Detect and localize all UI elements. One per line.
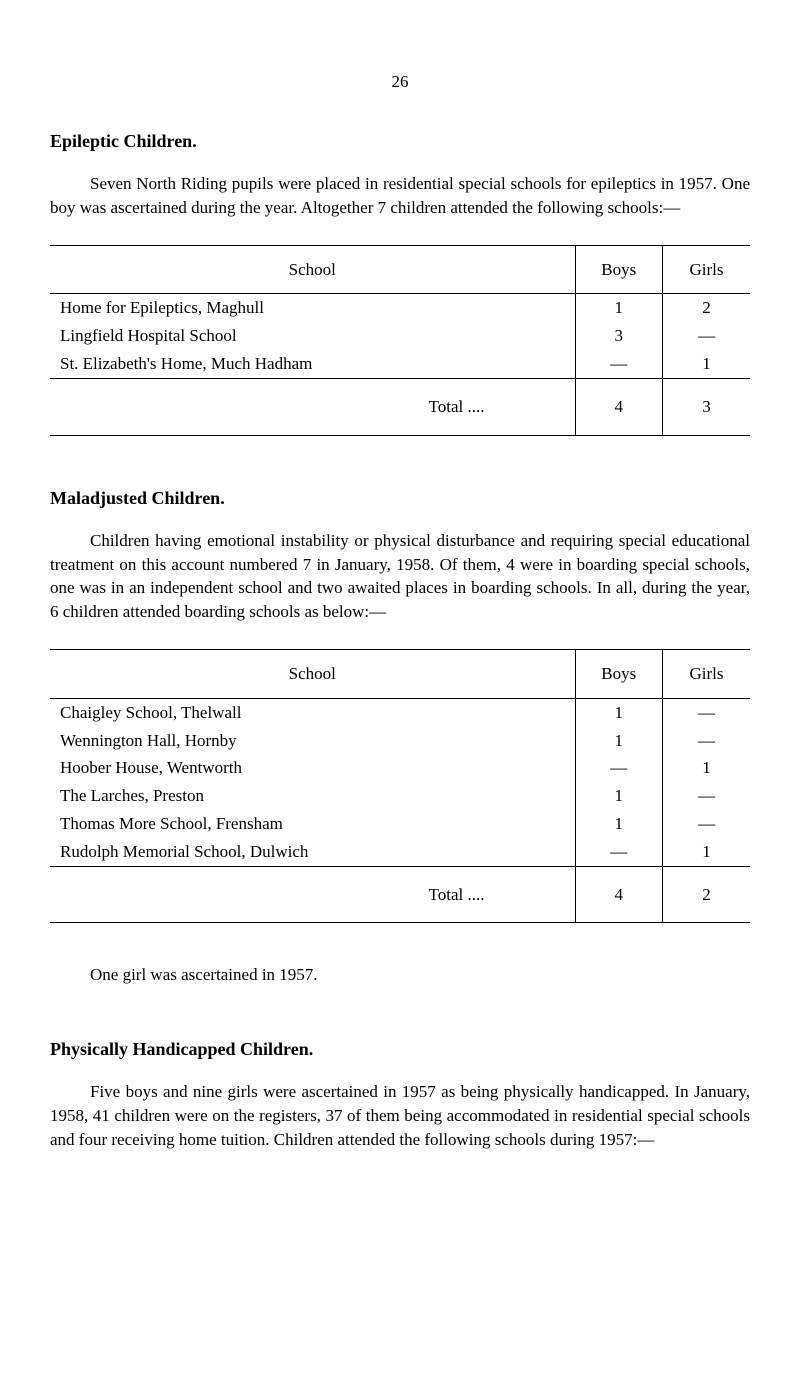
section-maladjusted: Maladjusted Children. Children having em… — [50, 486, 750, 988]
table-row: Hoober House, Wentworth — 1 — [50, 754, 750, 782]
cell-boys: 3 — [575, 322, 663, 350]
table-row: Lingfield Hospital School 3 — — [50, 322, 750, 350]
heading-maladjusted: Maladjusted Children. — [50, 486, 750, 511]
table-maladjusted: School Boys Girls Chaigley School, Thelw… — [50, 649, 750, 923]
cell-school: Lingfield Hospital School — [50, 322, 575, 350]
section-epileptic: Epileptic Children. Seven North Riding p… — [50, 129, 750, 436]
cell-school: St. Elizabeth's Home, Much Hadham — [50, 350, 575, 378]
cell-boys: 1 — [575, 810, 663, 838]
header-girls: Girls — [663, 649, 751, 698]
footnote-maladjusted: One girl was ascertained in 1957. — [50, 963, 750, 987]
header-boys: Boys — [575, 649, 663, 698]
cell-girls: — — [663, 727, 751, 755]
table-total-row: Total .... 4 3 — [50, 378, 750, 435]
cell-school: The Larches, Preston — [50, 782, 575, 810]
table-row: Home for Epileptics, Maghull 1 2 — [50, 294, 750, 322]
cell-school: Thomas More School, Frensham — [50, 810, 575, 838]
cell-girls: — — [663, 782, 751, 810]
header-girls: Girls — [663, 245, 751, 294]
cell-total-label: Total .... — [50, 866, 575, 923]
cell-boys: 1 — [575, 727, 663, 755]
heading-epileptic: Epileptic Children. — [50, 129, 750, 154]
cell-girls: 2 — [663, 294, 751, 322]
table-epileptic: School Boys Girls Home for Epileptics, M… — [50, 245, 750, 436]
table-row: The Larches, Preston 1 — — [50, 782, 750, 810]
table-total-row: Total .... 4 2 — [50, 866, 750, 923]
cell-boys: — — [575, 754, 663, 782]
header-boys: Boys — [575, 245, 663, 294]
section-physically-handicapped: Physically Handicapped Children. Five bo… — [50, 1037, 750, 1152]
cell-school: Hoober House, Wentworth — [50, 754, 575, 782]
header-school: School — [50, 649, 575, 698]
page-number: 26 — [50, 70, 750, 94]
cell-total-boys: 4 — [575, 866, 663, 923]
table-row: Rudolph Memorial School, Dulwich — 1 — [50, 838, 750, 866]
cell-boys: 1 — [575, 294, 663, 322]
table-header-row: School Boys Girls — [50, 649, 750, 698]
paragraph-epileptic: Seven North Riding pupils were placed in… — [50, 172, 750, 220]
cell-girls: — — [663, 810, 751, 838]
paragraph-physically-handicapped: Five boys and nine girls were ascertaine… — [50, 1080, 750, 1151]
table-row: Wennington Hall, Hornby 1 — — [50, 727, 750, 755]
cell-girls: 1 — [663, 838, 751, 866]
header-school: School — [50, 245, 575, 294]
cell-girls: — — [663, 322, 751, 350]
heading-physically-handicapped: Physically Handicapped Children. — [50, 1037, 750, 1062]
cell-school: Home for Epileptics, Maghull — [50, 294, 575, 322]
cell-school: Wennington Hall, Hornby — [50, 727, 575, 755]
cell-school: Rudolph Memorial School, Dulwich — [50, 838, 575, 866]
table-header-row: School Boys Girls — [50, 245, 750, 294]
table-row: St. Elizabeth's Home, Much Hadham — 1 — [50, 350, 750, 378]
cell-girls: 1 — [663, 350, 751, 378]
cell-boys: 1 — [575, 782, 663, 810]
cell-boys: — — [575, 838, 663, 866]
cell-school: Chaigley School, Thelwall — [50, 698, 575, 726]
cell-girls: 1 — [663, 754, 751, 782]
cell-total-girls: 2 — [663, 866, 751, 923]
cell-girls: — — [663, 698, 751, 726]
cell-boys: — — [575, 350, 663, 378]
table-row: Chaigley School, Thelwall 1 — — [50, 698, 750, 726]
cell-total-boys: 4 — [575, 378, 663, 435]
table-row: Thomas More School, Frensham 1 — — [50, 810, 750, 838]
cell-boys: 1 — [575, 698, 663, 726]
cell-total-girls: 3 — [663, 378, 751, 435]
paragraph-maladjusted: Children having emotional instability or… — [50, 529, 750, 624]
cell-total-label: Total .... — [50, 378, 575, 435]
